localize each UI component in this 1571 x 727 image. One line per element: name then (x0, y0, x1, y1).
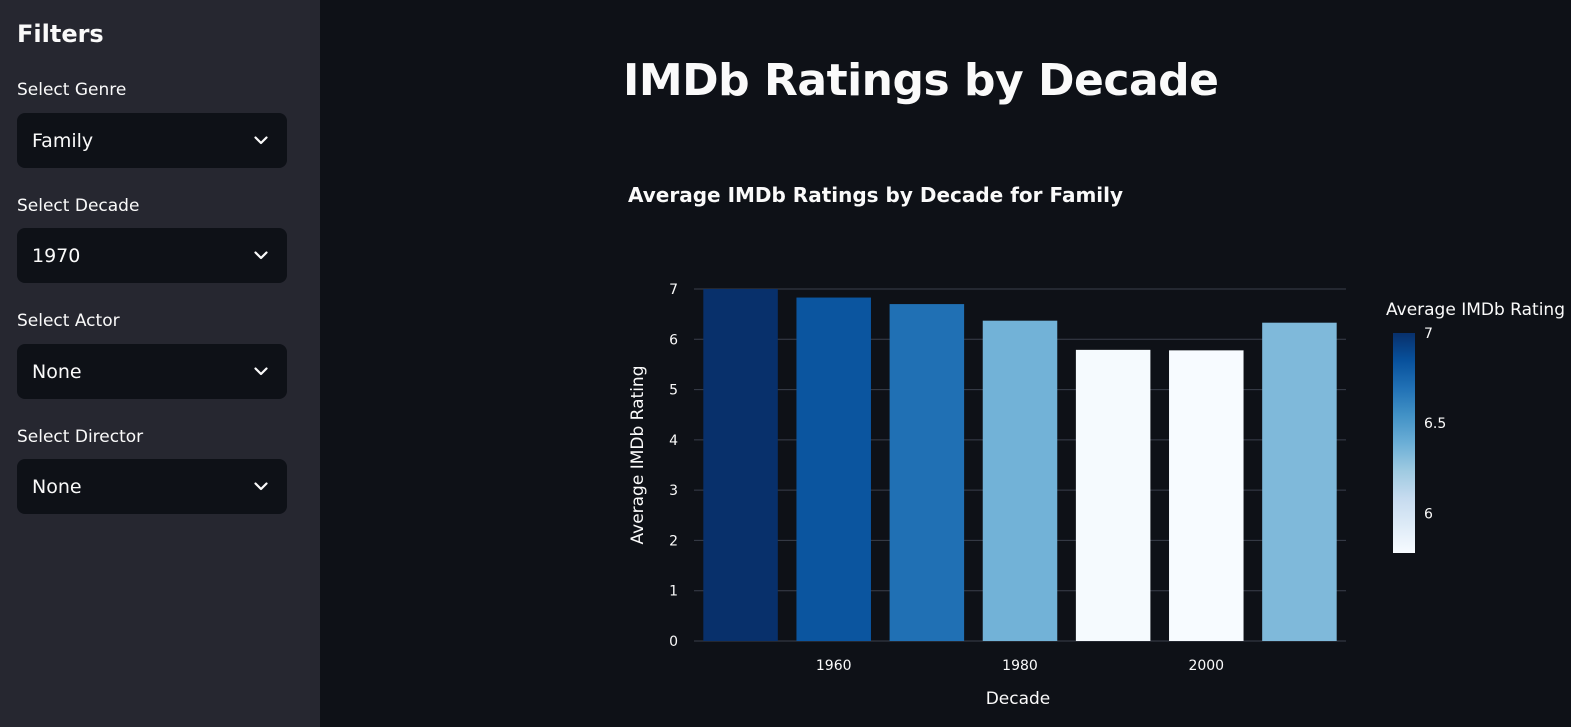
y-tick-label: 0 (669, 634, 678, 650)
sidebar-title: Filters (17, 20, 104, 48)
director-select[interactable]: None (17, 459, 287, 514)
colorbar-tick-label: 7 (1424, 326, 1433, 342)
director-label: Select Director (17, 427, 144, 447)
bar (1262, 322, 1337, 641)
x-tick-label: 1960 (816, 658, 852, 674)
bar (982, 320, 1058, 641)
genre-select[interactable]: Family (17, 113, 287, 168)
y-tick-label: 1 (669, 584, 678, 600)
bar (703, 289, 778, 641)
y-tick-label: 4 (669, 433, 678, 449)
bar-chart: Average IMDb Ratings by Decade for Famil… (628, 183, 1565, 709)
decade-select-value: 1970 (32, 244, 81, 267)
y-tick-label: 2 (669, 533, 678, 549)
bar (1169, 350, 1244, 641)
y-tick-label: 5 (669, 383, 678, 399)
colorbar (1393, 333, 1415, 553)
colorbar-tick-label: 6 (1424, 506, 1433, 522)
actor-label: Select Actor (17, 311, 120, 331)
y-tick-label: 3 (669, 483, 678, 499)
x-tick-label: 1980 (1002, 658, 1038, 674)
y-axis-title: Average IMDb Rating (628, 366, 648, 545)
x-tick-label: 2000 (1188, 658, 1224, 674)
colorbar-tick-label: 6.5 (1424, 416, 1446, 432)
director-select-value: None (32, 475, 82, 498)
chevron-down-icon (253, 248, 269, 264)
bar (1075, 349, 1151, 641)
genre-select-value: Family (32, 129, 94, 152)
bar (796, 297, 871, 641)
page-title: IMDb Ratings by Decade (623, 55, 1219, 106)
x-axis-title: Decade (986, 689, 1051, 709)
sidebar: Filters Select Genre Family Select Decad… (0, 0, 320, 727)
genre-label: Select Genre (17, 80, 127, 100)
bar (889, 304, 965, 641)
decade-select[interactable]: 1970 (17, 228, 287, 283)
chevron-down-icon (253, 479, 269, 495)
actor-select[interactable]: None (17, 344, 287, 399)
chart-title: Average IMDb Ratings by Decade for Famil… (628, 183, 1123, 207)
chevron-down-icon (253, 364, 269, 380)
actor-select-value: None (32, 360, 82, 383)
main-content: IMDb Ratings by Decade Average IMDb Rati… (320, 0, 1571, 727)
colorbar-title: Average IMDb Rating (1386, 300, 1565, 320)
y-tick-label: 7 (669, 282, 678, 298)
chevron-down-icon (253, 133, 269, 149)
decade-label: Select Decade (17, 196, 140, 216)
y-tick-label: 6 (669, 332, 678, 348)
